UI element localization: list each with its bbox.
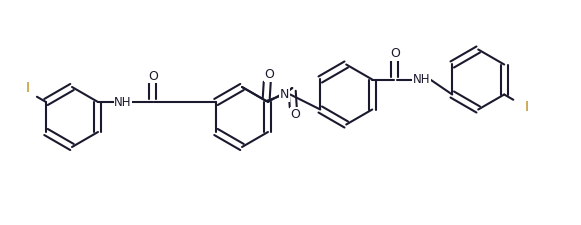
Text: I: I bbox=[525, 100, 528, 114]
Text: N: N bbox=[279, 88, 289, 101]
Text: O: O bbox=[148, 70, 158, 83]
Text: I: I bbox=[26, 81, 30, 95]
Text: NH: NH bbox=[413, 73, 430, 86]
Text: O: O bbox=[264, 68, 274, 81]
Text: O: O bbox=[290, 108, 300, 121]
Text: NH: NH bbox=[114, 95, 132, 108]
Text: O: O bbox=[390, 47, 400, 60]
